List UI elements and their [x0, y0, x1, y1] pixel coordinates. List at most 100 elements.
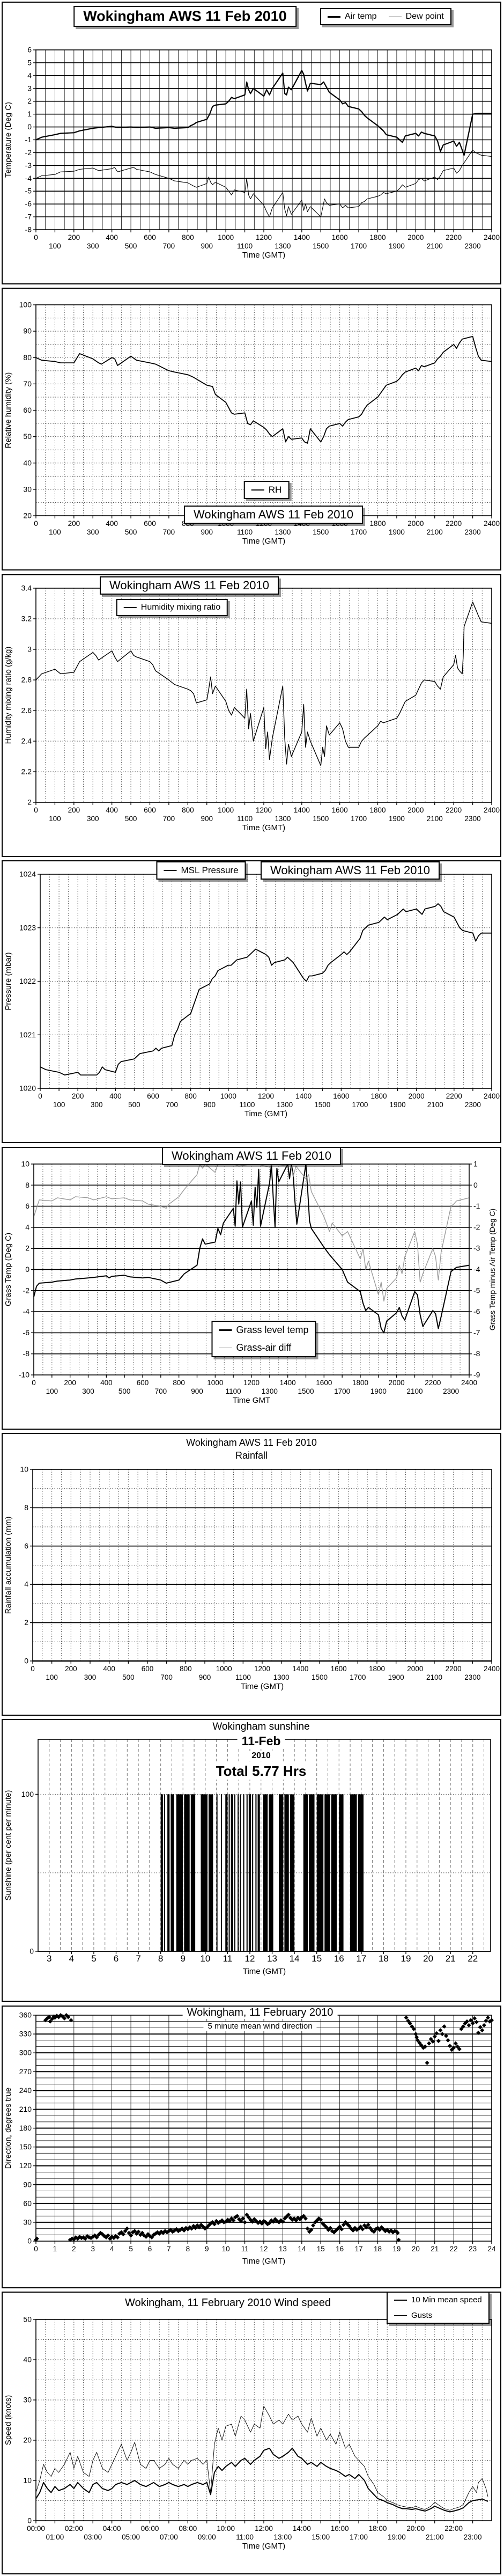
- svg-text:900: 900: [199, 1673, 211, 1681]
- svg-text:2000: 2000: [389, 1379, 405, 1387]
- y-axis-label: Temperature (Deg C): [4, 102, 13, 178]
- svg-text:8: 8: [158, 1953, 163, 1964]
- svg-text:400: 400: [106, 233, 118, 241]
- svg-text:1700: 1700: [350, 1673, 366, 1681]
- chart-panel-grass-temp: -10 -8 -6 -4 -2 0 2 4 6 8 10 -9 -8 -7 -6 -5 -4 -3 -2 -1 0 1 0 1…: [2, 1146, 501, 1430]
- y-axis-label: Speed (knots): [4, 2395, 13, 2445]
- svg-text:700: 700: [160, 1673, 173, 1681]
- svg-text:-1: -1: [25, 135, 32, 144]
- svg-text:18:00: 18:00: [369, 2524, 387, 2533]
- svg-text:24: 24: [487, 2245, 496, 2253]
- svg-text:6: 6: [27, 46, 32, 54]
- svg-text:7: 7: [167, 2245, 171, 2253]
- svg-text:1000: 1000: [216, 1665, 232, 1673]
- svg-text:2: 2: [24, 1618, 28, 1627]
- svg-text:0: 0: [34, 233, 38, 241]
- svg-text:10: 10: [23, 2476, 32, 2485]
- svg-text:1900: 1900: [389, 242, 405, 250]
- svg-text:1023: 1023: [19, 923, 36, 932]
- svg-text:0: 0: [27, 122, 32, 131]
- svg-text:1200: 1200: [254, 1665, 270, 1673]
- chart-legend: Air temp Dew point: [320, 8, 451, 25]
- svg-text:15: 15: [312, 1953, 322, 1964]
- svg-text:1900: 1900: [370, 1387, 387, 1395]
- svg-text:23: 23: [469, 2245, 477, 2253]
- svg-text:20: 20: [423, 1953, 433, 1964]
- svg-text:11: 11: [241, 2245, 249, 2253]
- x-axis-label: Time (GMT): [242, 251, 285, 260]
- svg-text:1800: 1800: [369, 1665, 385, 1673]
- svg-text:22: 22: [450, 2245, 458, 2253]
- svg-text:600: 600: [142, 1665, 154, 1673]
- svg-text:2400: 2400: [484, 233, 500, 241]
- svg-text:500: 500: [128, 1101, 140, 1109]
- svg-text:14: 14: [290, 1953, 300, 1964]
- svg-text:1500: 1500: [312, 1673, 328, 1681]
- svg-text:07:00: 07:00: [160, 2533, 178, 2541]
- legend-label: Grass-air diff: [236, 1342, 292, 1353]
- legend-item: Grass level temp: [219, 1324, 309, 1336]
- plot-wind-speed: 0 10 20 30 40 50 00:0001:0002:0003:0004:0005:0…: [4, 2315, 492, 2551]
- svg-text:200: 200: [68, 806, 80, 814]
- y-axis-label: Sunshine (per cent per minute): [4, 1790, 13, 1901]
- x-axis-label: Time (GMT): [242, 2257, 285, 2266]
- chart-legend: Humidity mixing ratio: [116, 598, 228, 616]
- svg-text:210: 210: [19, 2105, 32, 2113]
- svg-text:0: 0: [34, 2245, 38, 2253]
- legend-label: MSL Pressure: [181, 865, 239, 876]
- svg-text:100: 100: [53, 1101, 65, 1109]
- svg-text:240: 240: [19, 2086, 32, 2095]
- svg-text:40: 40: [23, 459, 32, 467]
- y-axis-label: Rainfall accumulation (mm): [4, 1517, 13, 1614]
- svg-text:180: 180: [19, 2124, 32, 2132]
- svg-text:1300: 1300: [275, 815, 291, 823]
- legend-item: MSL Pressure: [164, 865, 239, 876]
- svg-text:1200: 1200: [243, 1379, 260, 1387]
- svg-text:1400: 1400: [292, 1665, 308, 1673]
- svg-text:2: 2: [27, 797, 32, 806]
- svg-text:-9: -9: [473, 1370, 480, 1379]
- svg-text:17:00: 17:00: [350, 2533, 368, 2541]
- svg-text:2: 2: [27, 97, 32, 105]
- svg-text:3: 3: [27, 645, 32, 653]
- y-axis-label: Humidity mixing ratio (g/kg): [4, 646, 13, 744]
- svg-text:0: 0: [38, 1092, 42, 1100]
- svg-text:3.2: 3.2: [21, 614, 32, 623]
- plot-humidity-mixing-ratio: 2 2.2 2.4 2.6 2.8 3 3.2 3.4 0 100 200 300 400 500 600 7…: [4, 583, 500, 832]
- svg-text:60: 60: [23, 406, 32, 414]
- svg-text:600: 600: [144, 806, 156, 814]
- svg-text:70: 70: [23, 379, 32, 388]
- svg-text:-6: -6: [23, 1328, 30, 1336]
- svg-text:200: 200: [64, 1379, 76, 1387]
- svg-text:900: 900: [201, 528, 213, 536]
- svg-text:1100: 1100: [235, 1673, 251, 1681]
- legend-item: Dew point: [388, 12, 444, 21]
- svg-text:30: 30: [23, 2218, 32, 2226]
- chart-year: 2010: [247, 1751, 275, 1761]
- svg-text:800: 800: [184, 1092, 197, 1100]
- svg-text:02:00: 02:00: [65, 2524, 83, 2533]
- svg-text:500: 500: [125, 528, 137, 536]
- svg-text:2200: 2200: [425, 1379, 441, 1387]
- svg-text:600: 600: [144, 519, 156, 528]
- svg-text:17: 17: [356, 1953, 366, 1964]
- svg-text:3: 3: [91, 2245, 95, 2253]
- svg-text:00:00: 00:00: [27, 2524, 45, 2533]
- svg-text:1400: 1400: [294, 806, 310, 814]
- svg-text:300: 300: [84, 1673, 97, 1681]
- legend-line-swatch: [219, 1329, 232, 1331]
- svg-text:1800: 1800: [370, 1092, 387, 1100]
- svg-text:1600: 1600: [316, 1379, 332, 1387]
- svg-text:2300: 2300: [465, 815, 481, 823]
- svg-text:80: 80: [23, 353, 32, 362]
- svg-text:2.2: 2.2: [21, 767, 32, 775]
- legend-label: Humidity mixing ratio: [140, 602, 221, 612]
- svg-text:0: 0: [27, 2516, 32, 2525]
- svg-text:500: 500: [125, 242, 137, 250]
- svg-text:700: 700: [163, 242, 175, 250]
- svg-text:1900: 1900: [389, 528, 405, 536]
- svg-text:21: 21: [446, 1953, 456, 1964]
- svg-text:900: 900: [191, 1387, 203, 1395]
- svg-text:12: 12: [245, 1953, 255, 1964]
